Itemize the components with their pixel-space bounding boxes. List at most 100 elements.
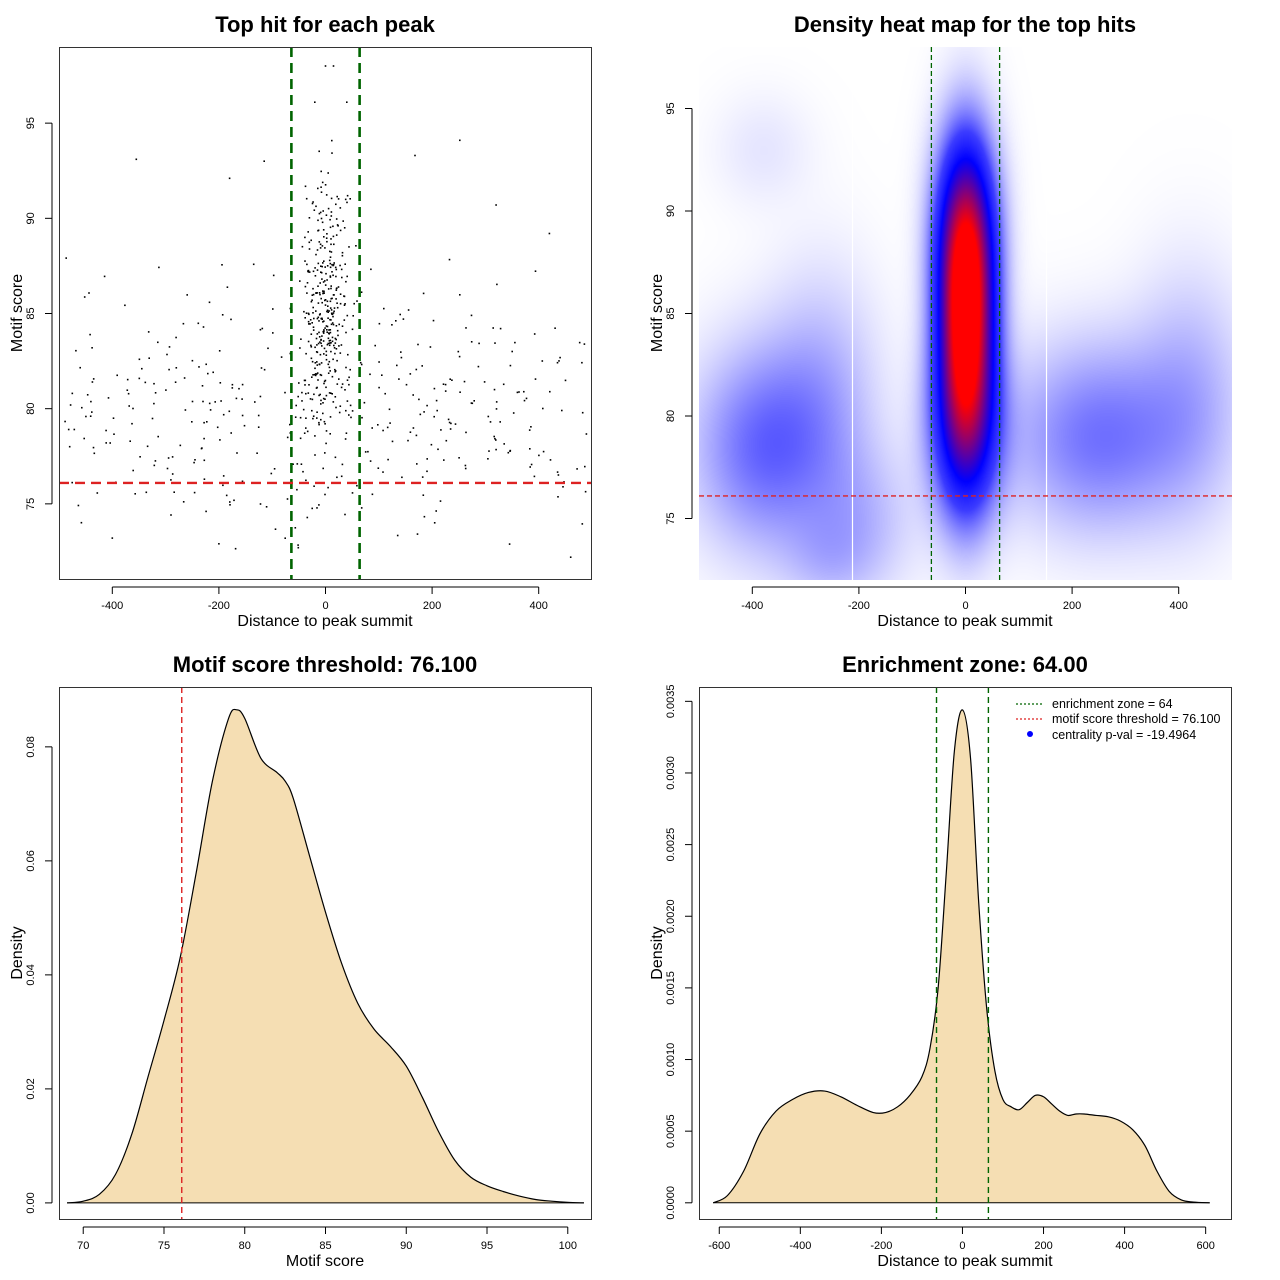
scatter-point xyxy=(382,471,384,473)
scatter-point xyxy=(322,330,324,333)
scatter-point xyxy=(336,359,338,362)
scatter-x-tick-label: 0 xyxy=(322,600,328,612)
scatter-point xyxy=(542,407,544,410)
scatter-point xyxy=(346,275,348,278)
scatter-point xyxy=(170,514,172,516)
scatter-point xyxy=(327,337,330,340)
legend-label-enrichment-zone: enrichment zone = 64 xyxy=(1052,697,1173,711)
distance-density-x-tick-label: -400 xyxy=(789,1240,811,1252)
scatter-point xyxy=(305,312,308,314)
scatter-point xyxy=(470,402,473,404)
scatter-point xyxy=(105,442,107,444)
scatter-point xyxy=(378,322,381,325)
scatter-point xyxy=(179,444,182,447)
scatter-point xyxy=(89,415,92,417)
scatter-point xyxy=(495,439,497,441)
scatter-point xyxy=(147,331,150,333)
scatter-point xyxy=(166,353,168,356)
scatter-point xyxy=(319,393,321,396)
scatter-point xyxy=(300,338,302,340)
scatter-point xyxy=(316,317,319,320)
distance-density-y-tick-label: 0.0005 xyxy=(665,1114,677,1148)
scatter-point xyxy=(483,381,486,383)
scatter-point xyxy=(426,470,428,473)
scatter-point xyxy=(321,245,324,247)
scatter-point xyxy=(301,245,304,248)
scatter-point xyxy=(183,377,186,379)
scatter-point xyxy=(158,266,160,269)
scatter-point xyxy=(341,251,344,254)
scatter-point xyxy=(329,262,332,265)
scatter-point xyxy=(308,241,311,244)
scatter-point xyxy=(324,493,326,496)
scatter-point xyxy=(330,297,332,300)
scatter-point xyxy=(311,398,314,401)
score-density-x-tick-label: 95 xyxy=(481,1240,493,1252)
scatter-point xyxy=(447,418,450,421)
scatter-point xyxy=(303,379,306,382)
scatter-point xyxy=(299,347,301,349)
scatter-point xyxy=(326,300,329,303)
scatter-point xyxy=(324,379,327,382)
scatter-point xyxy=(495,204,497,206)
scatter-point xyxy=(335,287,338,290)
scatter-point xyxy=(348,414,350,416)
scatter-point xyxy=(321,181,324,184)
scatter-point xyxy=(157,341,159,344)
scatter-point xyxy=(336,224,339,226)
scatter-point xyxy=(495,448,497,451)
scatter-point xyxy=(67,428,70,431)
scatter-point xyxy=(322,292,325,294)
scatter-point xyxy=(75,349,77,352)
scatter-point xyxy=(324,327,326,329)
scatter-point xyxy=(301,400,303,402)
scatter-point xyxy=(296,488,298,491)
scatter-point xyxy=(459,139,461,142)
scatter-point xyxy=(153,464,156,467)
scatter-point xyxy=(346,314,349,317)
scatter-point xyxy=(433,522,436,524)
scatter-point xyxy=(402,318,405,320)
scatter-point xyxy=(127,392,130,395)
scatter-point xyxy=(231,387,234,389)
scatter-point xyxy=(315,292,317,294)
scatter-point xyxy=(330,211,333,213)
scatter-point xyxy=(355,245,357,247)
scatter-point xyxy=(432,319,435,322)
scatter-point xyxy=(324,398,326,400)
scatter-point xyxy=(304,236,306,239)
scatter-point xyxy=(307,320,310,323)
scatter-point xyxy=(396,364,398,367)
scatter-point xyxy=(319,282,321,284)
scatter-point xyxy=(323,236,325,238)
scatter-xlabel: Distance to peak summit xyxy=(237,613,413,630)
scatter-point xyxy=(339,302,342,305)
scatter-point xyxy=(305,352,307,355)
scatter-point xyxy=(126,378,129,381)
scatter-point xyxy=(339,405,342,407)
scatter-point xyxy=(148,357,150,359)
scatter-point xyxy=(241,480,244,483)
scatter-point xyxy=(332,401,335,403)
scatter-point xyxy=(146,445,149,448)
scatter-point xyxy=(194,459,196,461)
scatter-point xyxy=(238,387,240,390)
scatter-point xyxy=(371,493,374,496)
scatter-point xyxy=(374,344,376,347)
scatter-point xyxy=(529,466,531,468)
scatter-axes: -400 -200 0 200 400 75 80 85 90 95 xyxy=(25,117,548,612)
scatter-point xyxy=(322,210,324,212)
scatter-point xyxy=(318,504,320,506)
scatter-point xyxy=(331,336,334,339)
scatter-point xyxy=(260,367,263,369)
scatter-point xyxy=(325,272,327,275)
scatter-point xyxy=(325,430,328,432)
scatter-point xyxy=(489,421,492,423)
scatter-point xyxy=(323,292,325,294)
scatter-point xyxy=(324,304,327,306)
scatter-point xyxy=(234,547,237,550)
scatter-point xyxy=(328,360,331,363)
scatter-point xyxy=(334,352,336,355)
scatter-point xyxy=(426,458,428,460)
scatter-point xyxy=(346,400,349,402)
